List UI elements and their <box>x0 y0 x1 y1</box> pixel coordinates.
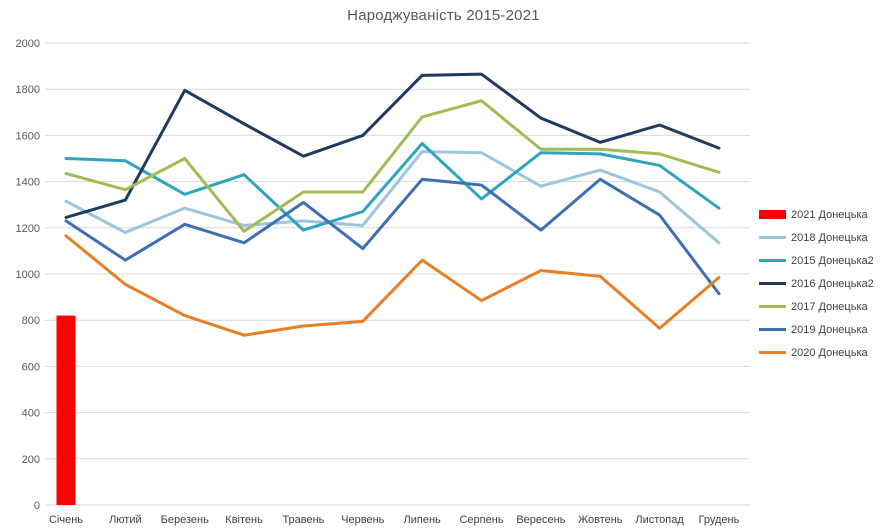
legend-item: 2018 Донецька <box>759 226 885 249</box>
chart-title: Народжуваність 2015-2021 <box>347 7 540 24</box>
y-axis-tick-label: 800 <box>22 315 40 327</box>
y-axis-tick-label: 2000 <box>16 38 40 50</box>
legend-item: 2019 Донецька <box>759 318 885 341</box>
series-line-2016 Донецька2 <box>64 72 721 219</box>
x-axis-tick-label: Лютий <box>109 514 142 526</box>
y-axis-tick-label: 1200 <box>16 223 40 235</box>
series-line-2017 Донецька <box>64 99 721 233</box>
series-line-2020 Донецька <box>64 234 721 337</box>
x-axis-tick-label: Жовтень <box>578 514 623 526</box>
legend-label: 2019 Донецька <box>791 323 868 336</box>
legend-item: 2015 Донецька2 <box>759 249 885 272</box>
legend-label: 2016 Донецька2 <box>791 277 874 290</box>
x-axis-tick-label: Серпень <box>459 514 503 526</box>
x-axis-tick-label: Грудень <box>699 514 740 526</box>
legend-swatch <box>759 328 786 331</box>
legend-swatch <box>759 236 786 239</box>
x-axis-tick-label: Травень <box>282 514 324 526</box>
y-axis-tick-label: 200 <box>22 454 40 466</box>
legend-item: 2017 Донецька <box>759 295 885 318</box>
y-axis-tick-label: 1800 <box>16 84 40 96</box>
x-axis-tick-label: Квітень <box>225 514 263 526</box>
legend-item: 2020 Донецька <box>759 341 885 364</box>
legend-label: 2018 Донецька <box>791 231 868 244</box>
y-axis-tick-label: 1000 <box>16 269 40 281</box>
x-axis-tick-label: Березень <box>161 514 209 526</box>
legend-swatch <box>759 282 786 285</box>
x-axis-tick-label: Листопад <box>635 514 684 526</box>
legend-item: 2016 Донецька2 <box>759 272 885 295</box>
legend-label: 2020 Донецька <box>791 346 868 359</box>
series-line-2019 Донецька <box>64 177 721 296</box>
legend-swatch <box>759 351 786 354</box>
y-axis-tick-label: 0 <box>34 500 40 512</box>
legend-item: 2021 Донецька <box>759 203 885 226</box>
x-axis-tick-label: Вересень <box>516 514 565 526</box>
chart-legend: 2021 Донецька 2018 Донецька 2015 Донецька2… <box>759 203 885 364</box>
legend-swatch <box>759 259 786 262</box>
legend-label: 2021 Донецька <box>791 208 868 221</box>
x-axis-tick-label: Червень <box>341 514 384 526</box>
legend-swatch <box>759 210 786 219</box>
legend-label: 2015 Донецька2 <box>791 254 874 267</box>
x-axis-tick-label: Липень <box>404 514 442 526</box>
y-axis-tick-label: 400 <box>22 408 40 420</box>
legend-swatch <box>759 305 786 308</box>
y-axis-tick-label: 600 <box>22 361 40 373</box>
series-line-2018 Донецька <box>64 150 721 245</box>
bar-2021 Донецька <box>56 315 76 505</box>
y-axis-tick-label: 1400 <box>16 177 40 189</box>
x-axis-tick-label: Січень <box>49 514 83 526</box>
series-line-2015 Донецька2 <box>64 141 721 232</box>
legend-label: 2017 Донецька <box>791 300 868 313</box>
y-axis-tick-label: 1600 <box>16 130 40 142</box>
